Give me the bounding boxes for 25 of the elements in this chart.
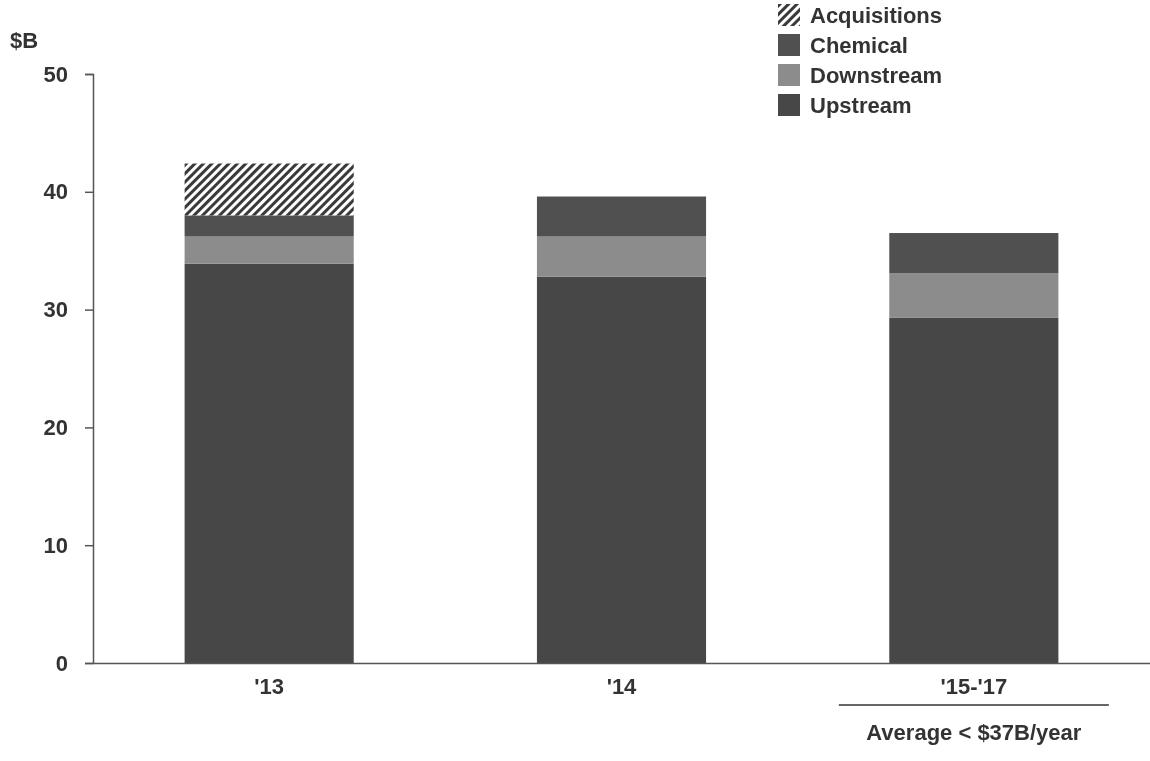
bar [184, 215, 354, 237]
y-tick-label: 50 [43, 61, 68, 87]
y-tick-label: 40 [43, 179, 68, 205]
bar [889, 273, 1059, 318]
bar [536, 196, 707, 237]
bar [184, 163, 354, 216]
bar [536, 276, 707, 663]
bar [889, 317, 1059, 663]
legend-label: Acquisitions [810, 3, 943, 28]
y-axis-title: $B [10, 28, 39, 53]
text: Average < $37B/year [866, 720, 1082, 745]
y-tick-label: 0 [55, 650, 68, 676]
x-tick-label: '14 [606, 674, 638, 699]
legend-label: Upstream [810, 93, 912, 118]
bar [536, 236, 707, 277]
bar [184, 236, 354, 264]
y-tick-label: 20 [43, 414, 68, 440]
legend-label: Downstream [810, 63, 943, 88]
bar [889, 233, 1059, 274]
y-tick-label: 10 [43, 532, 68, 558]
x-tick-label: '13 [254, 674, 285, 699]
y-tick-label: 30 [43, 297, 68, 323]
legend-label: Chemical [810, 33, 908, 58]
bar [184, 263, 354, 663]
x-tick-label: '15-'17 [940, 674, 1008, 699]
